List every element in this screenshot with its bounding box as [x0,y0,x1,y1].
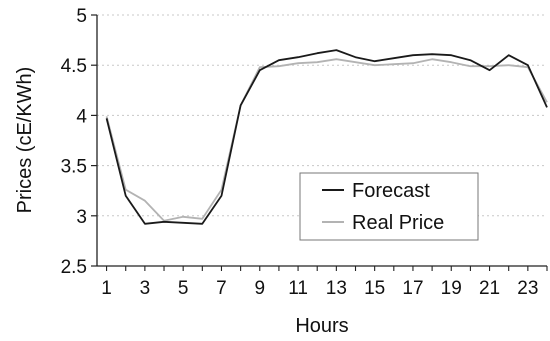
y-tick-label: 3.5 [61,157,87,178]
x-axis-title: Hours [295,315,348,337]
legend-box [299,172,479,241]
x-tick-label: 21 [479,278,500,299]
x-tick-label: 19 [441,278,462,299]
y-ticks: 2.5 3 3.5 4 4.5 5 [61,6,97,278]
x-tick-label: 7 [216,278,227,299]
y-tick-label: 5 [76,6,87,27]
legend: Forecast Real Price [299,172,479,241]
x-tick-label: 15 [364,278,385,299]
y-axis-title: Prices (cE/KWh) [14,67,36,214]
x-tick-label: 9 [254,278,265,299]
y-tick-label: 4 [76,106,87,127]
series-line-forecast [105,49,548,225]
y-tick-label: 3 [76,207,87,228]
y-tick-label: 2.5 [61,257,87,278]
x-ticks: 1 3 5 7 9 11 13 15 17 19 21 23 [101,266,548,299]
x-tick-label: 11 [288,278,308,299]
y-tick-label: 4.5 [61,56,87,77]
series-group [105,49,548,225]
x-tick-label: 1 [101,278,112,299]
series-line-real-price [105,58,548,222]
x-tick-label: 5 [178,278,189,299]
x-tick-label: 23 [517,278,538,299]
legend-label-forecast: Forecast [352,180,430,202]
x-tick-label: 3 [140,278,151,299]
axes [96,15,547,267]
legend-label-real-price: Real Price [352,212,444,234]
x-tick-label: 17 [402,278,423,299]
x-tick-label: 13 [326,278,347,299]
